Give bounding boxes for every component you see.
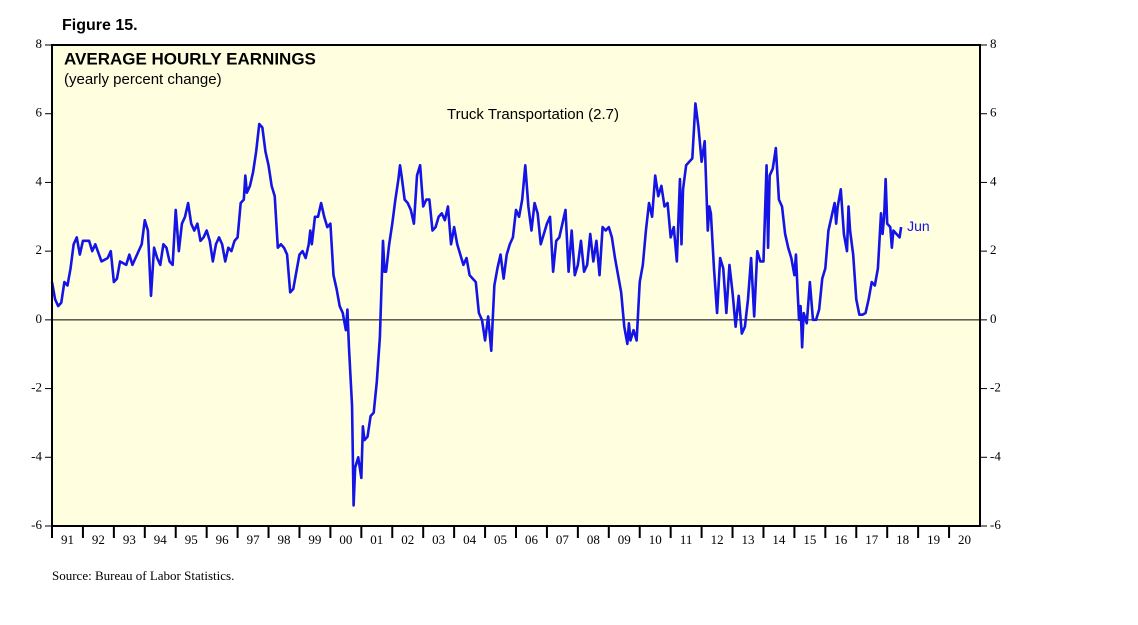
x-tick-label: 16: [834, 532, 848, 547]
x-tick-label: 06: [525, 532, 539, 547]
x-tick-label: 98: [278, 532, 291, 547]
x-tick-label: 05: [494, 532, 507, 547]
chart-title: AVERAGE HOURLY EARNINGS: [64, 49, 316, 68]
x-tick-label: 97: [247, 532, 261, 547]
x-tick-label: 19: [927, 532, 940, 547]
x-tick-label: 01: [370, 532, 383, 547]
x-tick-label: 94: [154, 532, 168, 547]
plot-background: [52, 45, 980, 526]
x-tick-label: 08: [587, 532, 600, 547]
x-tick-label: 04: [463, 532, 477, 547]
y-tick-label: 8: [36, 36, 43, 51]
x-tick-label: 03: [432, 532, 445, 547]
x-tick-label: 95: [185, 532, 198, 547]
figure-label: Figure 15.: [62, 17, 138, 34]
x-tick-label: 14: [772, 532, 786, 547]
y2-tick-label: 6: [990, 105, 997, 120]
x-tick-label: 96: [216, 532, 230, 547]
data-line: [50, 102, 903, 507]
x-tick-label: 02: [401, 532, 414, 547]
y-tick-label: 0: [36, 311, 43, 326]
x-tick-label: 13: [742, 532, 755, 547]
x-tick-label: 20: [958, 532, 971, 547]
y2-tick-label: 2: [990, 242, 997, 257]
source-note: Source: Bureau of Labor Statistics.: [52, 568, 234, 583]
x-tick-label: 12: [711, 532, 724, 547]
y-tick-label: -2: [31, 380, 42, 395]
x-tick-label: 92: [92, 532, 105, 547]
x-tick-label: 17: [865, 532, 879, 547]
x-tick-label: 99: [308, 532, 321, 547]
x-tick-label: 00: [339, 532, 352, 547]
x-tick-label: 18: [896, 532, 909, 547]
x-tick-label: 10: [649, 532, 662, 547]
x-tick-label: 11: [680, 532, 693, 547]
y2-tick-label: -4: [990, 448, 1001, 463]
y-tick-label: -6: [31, 517, 42, 532]
x-tick-label: 07: [556, 532, 570, 547]
x-tick-label: 93: [123, 532, 136, 547]
y2-tick-label: -2: [990, 380, 1001, 395]
y-tick-label: 4: [36, 173, 43, 188]
y2-tick-label: -6: [990, 517, 1001, 532]
y2-tick-label: 8: [990, 36, 997, 51]
y2-tick-label: 4: [990, 173, 997, 188]
chart-subtitle: (yearly percent change): [64, 71, 222, 88]
series-label: Truck Transportation (2.7): [447, 106, 619, 123]
x-tick-label: 15: [803, 532, 816, 547]
y-tick-label: 6: [36, 105, 43, 120]
y2-tick-label: 0: [990, 311, 997, 326]
end-label: Jun: [907, 218, 930, 234]
y-tick-label: -4: [31, 448, 42, 463]
y-tick-label: 2: [36, 242, 43, 257]
x-tick-label: 91: [61, 532, 74, 547]
x-tick-label: 09: [618, 532, 631, 547]
